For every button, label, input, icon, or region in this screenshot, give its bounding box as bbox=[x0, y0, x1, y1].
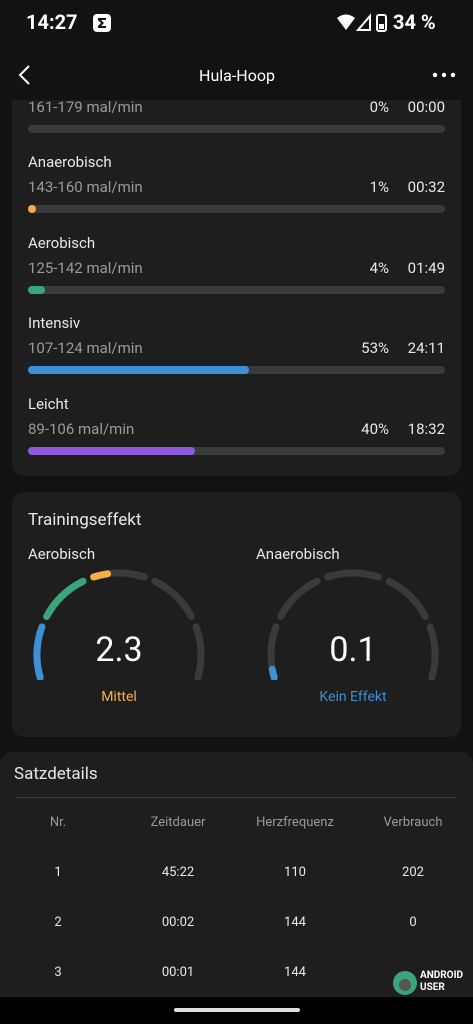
column-header: Verbrauch bbox=[383, 815, 443, 830]
table-cell: 45:22 bbox=[161, 865, 195, 880]
status-time: 14:27 bbox=[26, 10, 78, 34]
gauge-rating: Mittel bbox=[101, 689, 137, 705]
zone-range: 143-160 mal/min bbox=[28, 178, 143, 196]
gauge-arc bbox=[192, 623, 205, 680]
gauge-arc bbox=[385, 577, 429, 621]
menu-button[interactable] bbox=[432, 71, 456, 79]
table-cell: 3 bbox=[54, 965, 62, 980]
gauge-arc bbox=[426, 623, 439, 680]
zone-duration: 01:49 bbox=[407, 258, 445, 277]
table-cell: 110 bbox=[284, 865, 306, 880]
table-cell: 00:02 bbox=[161, 915, 195, 930]
zone-range: 161-179 mal/min bbox=[28, 97, 143, 116]
watermark: ANDROID USER bbox=[420, 970, 463, 994]
gauge-arc bbox=[90, 570, 112, 581]
watermark-text: USER bbox=[420, 982, 445, 993]
gauge-arc bbox=[151, 577, 195, 621]
training-title: Trainingseffekt bbox=[28, 510, 142, 530]
gauge-value: 2.3 bbox=[95, 630, 143, 670]
zone-bar bbox=[28, 366, 249, 374]
zone-percent: 53% bbox=[361, 339, 389, 357]
zone-range: 107-124 mal/min bbox=[28, 339, 143, 357]
zone-range: 125-142 mal/min bbox=[28, 258, 143, 277]
zone-range: 89-106 mal/min bbox=[28, 419, 135, 438]
gauges bbox=[33, 569, 439, 680]
gauge-arc bbox=[268, 665, 278, 680]
zone-track bbox=[28, 446, 445, 455]
zone-duration: 18:32 bbox=[407, 419, 445, 438]
zone-track bbox=[28, 124, 445, 133]
gauge-arc bbox=[43, 577, 87, 621]
gauge-arc bbox=[33, 623, 46, 680]
watermark-logo bbox=[393, 971, 417, 995]
back-button[interactable] bbox=[16, 64, 36, 86]
gauge-label: Anaerobisch bbox=[256, 545, 340, 563]
watermark-text: ANDROID bbox=[420, 970, 463, 981]
zone-name: Aerobisch bbox=[28, 233, 96, 252]
column-header: Herzfrequenz bbox=[256, 815, 334, 830]
zone-name: Intensiv bbox=[28, 314, 81, 332]
status-battery: 34 % bbox=[393, 10, 436, 34]
gauge-label: Aerobisch bbox=[28, 545, 96, 563]
column-header: Nr. bbox=[49, 815, 67, 830]
zone-duration: 24:11 bbox=[407, 339, 445, 357]
zone-bar bbox=[28, 446, 195, 455]
training-card bbox=[12, 492, 461, 737]
zone-name: Leicht bbox=[28, 394, 69, 413]
zone-percent: 4% bbox=[369, 258, 389, 277]
zone-duration: 00:00 bbox=[407, 97, 445, 116]
home-handle[interactable] bbox=[174, 1008, 300, 1012]
table-cell: 00:01 bbox=[161, 965, 195, 980]
table-cell: 202 bbox=[402, 865, 424, 880]
table-cell: 144 bbox=[284, 915, 306, 930]
table-cell: 0 bbox=[409, 915, 417, 930]
table-cell: 1 bbox=[54, 865, 62, 880]
set-details-card bbox=[0, 752, 473, 1012]
app-icon bbox=[93, 14, 111, 32]
table-cell: 144 bbox=[284, 965, 306, 980]
table-cell: 2 bbox=[54, 915, 62, 930]
header-title: Hula-Hoop bbox=[199, 66, 275, 85]
divider bbox=[15, 797, 456, 798]
gauge-arc bbox=[324, 569, 382, 581]
gauge-arc bbox=[277, 577, 321, 621]
column-header: Zeitdauer bbox=[150, 815, 206, 830]
set-details-title: Satzdetails bbox=[14, 764, 98, 784]
gauge-rating: Kein Effekt bbox=[319, 689, 387, 705]
status-icons bbox=[337, 13, 387, 32]
zone-percent: 1% bbox=[369, 178, 389, 196]
zone-name: Anaerobisch bbox=[28, 153, 112, 171]
zone-bar bbox=[28, 205, 36, 213]
zone-bar bbox=[28, 285, 45, 294]
zone-track bbox=[28, 285, 445, 294]
zone-percent: 40% bbox=[361, 419, 389, 438]
zone-percent: 0% bbox=[369, 97, 389, 116]
zone-duration: 00:32 bbox=[407, 178, 445, 196]
zone-track bbox=[28, 205, 445, 213]
gauge-value: 0.1 bbox=[329, 630, 377, 670]
